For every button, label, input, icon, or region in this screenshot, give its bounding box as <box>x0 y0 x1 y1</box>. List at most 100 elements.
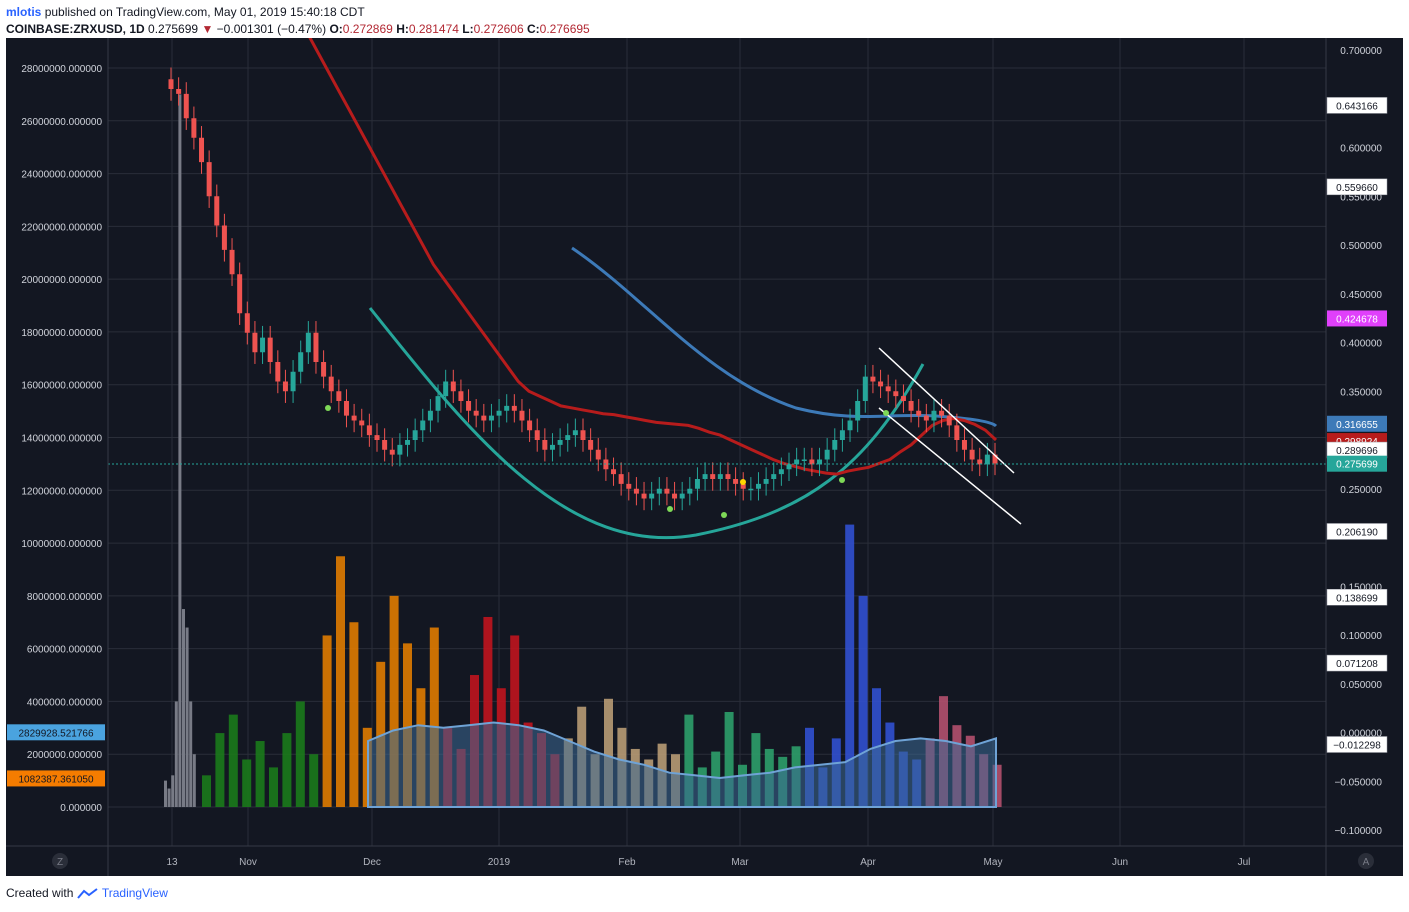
candle-body <box>206 162 212 197</box>
price-tag-label: 0.643166 <box>1336 101 1378 112</box>
volume-bar <box>322 635 332 807</box>
signal-dot <box>740 479 746 485</box>
x-tick-label: 13 <box>166 857 178 868</box>
volume-bar <box>309 754 319 807</box>
candle-body <box>496 410 502 416</box>
price-tick-label: 0.000000 <box>1340 729 1382 740</box>
candle-body <box>282 381 288 392</box>
price-axis-labels[interactable]: 0.700000 0.600000 0.550000 0.500000 0.450000… <box>1334 46 1382 837</box>
price-tag-bg <box>1326 589 1388 606</box>
candle-body <box>534 430 540 440</box>
candle-body <box>984 454 990 465</box>
price-tag-label: 0.275699 <box>1336 460 1378 471</box>
price-tick-label: 0.100000 <box>1340 631 1382 642</box>
candle-body <box>839 430 845 440</box>
published-text: published on TradingView.com, May 01, 20… <box>44 5 365 19</box>
price-tag-bg <box>1327 310 1387 327</box>
price-tick-label: 0.550000 <box>1340 192 1382 203</box>
candle-body <box>450 381 456 392</box>
x-tick-label: Jul <box>1238 857 1251 868</box>
x-tick-label: Feb <box>618 857 636 868</box>
volume-bar <box>604 698 613 807</box>
tradingview-brand-link[interactable]: TradingView <box>101 886 168 900</box>
candle-body <box>183 93 189 119</box>
high-value: 0.281474 <box>408 22 459 36</box>
price-tag-bg <box>1326 654 1388 672</box>
left-corner-z-button[interactable]: Z <box>52 853 68 869</box>
price-tick-label: 0.150000 <box>1340 582 1382 593</box>
svg-text:A: A <box>1363 857 1370 868</box>
candle-body <box>481 415 487 421</box>
candle-body <box>199 137 205 163</box>
volume-bar <box>202 775 211 807</box>
price-tick-label: 0.350000 <box>1340 387 1382 398</box>
candle-body <box>870 376 876 382</box>
candle-body <box>328 376 334 392</box>
rounding-bottom-arc <box>368 307 925 540</box>
candle-body <box>809 459 815 465</box>
last-price: 0.275699 <box>148 22 199 36</box>
x-tick-label: 2019 <box>488 857 511 868</box>
candle-body <box>572 430 578 436</box>
volume-tick-label: 12000000.000000 <box>21 486 102 497</box>
volume-axis-labels[interactable]: 28000000.000000 26000000.000000 24000000.0… <box>21 64 102 814</box>
price-tick-label: 0.450000 <box>1340 290 1382 301</box>
candle-body <box>725 474 731 479</box>
candle-body <box>336 391 342 401</box>
candle-body <box>748 488 754 491</box>
volume-tick-label: 16000000.000000 <box>21 381 102 392</box>
volume-bar <box>724 711 734 807</box>
open-value: 0.272869 <box>342 22 393 36</box>
candle-body <box>656 488 662 494</box>
candle-body <box>733 479 739 484</box>
price-chart[interactable]: 13 Nov Dec 2019 Feb Mar Apr May Jun Jul 28000000.… <box>6 38 1403 876</box>
candle-body <box>389 449 395 455</box>
volume-tick-label: 22000000.000000 <box>21 222 102 233</box>
price-tags: 0.6431660.5596600.4246780.3166550.298924… <box>1326 97 1388 753</box>
publish-header: mlotis published on TradingView.com, May… <box>6 4 1403 38</box>
candle-body <box>549 444 555 450</box>
candle-body <box>878 381 884 387</box>
x-tick-label: May <box>984 857 1003 868</box>
volume-tag-bg <box>7 770 105 787</box>
candle-body <box>298 352 304 372</box>
high-label: H: <box>396 22 409 36</box>
price-tick-label: 0.250000 <box>1340 485 1382 496</box>
candle-body <box>458 391 464 401</box>
price-tick-label: 0.600000 <box>1340 144 1382 155</box>
candle-body <box>443 381 449 397</box>
candle-body <box>969 449 975 460</box>
signal-dot <box>667 506 673 512</box>
candle-body <box>794 459 800 465</box>
price-tick-label: −0.100000 <box>1334 826 1382 837</box>
volume-bar <box>389 595 399 807</box>
candle-body <box>885 386 891 392</box>
candle-body <box>511 405 517 411</box>
signal-dot <box>721 512 727 518</box>
volume-bar <box>174 701 178 807</box>
volume-bar <box>336 556 345 807</box>
candle-body <box>305 332 311 353</box>
candle-body <box>412 430 418 440</box>
down-triangle-icon: ▼ <box>201 22 214 36</box>
candle-body <box>588 440 594 450</box>
candle-body <box>427 410 433 421</box>
candles <box>168 67 998 511</box>
candle-body <box>977 459 983 465</box>
candle-body <box>343 401 349 416</box>
price-change: −0.001301 (−0.47%) <box>216 22 327 36</box>
candle-body <box>817 459 823 465</box>
volume-bar <box>182 609 185 807</box>
volume-bar <box>171 775 175 807</box>
right-corner-a-button[interactable]: A <box>1358 853 1374 869</box>
candle-body <box>931 410 937 421</box>
volume-bar <box>684 714 694 807</box>
author-name[interactable]: mlotis <box>6 5 42 19</box>
candle-body <box>641 493 647 499</box>
volume-bar <box>282 733 292 807</box>
candle-body <box>595 449 601 460</box>
candle-body <box>420 420 426 431</box>
candle-body <box>908 401 914 411</box>
candle-body <box>946 415 952 426</box>
candle-body <box>900 396 906 401</box>
